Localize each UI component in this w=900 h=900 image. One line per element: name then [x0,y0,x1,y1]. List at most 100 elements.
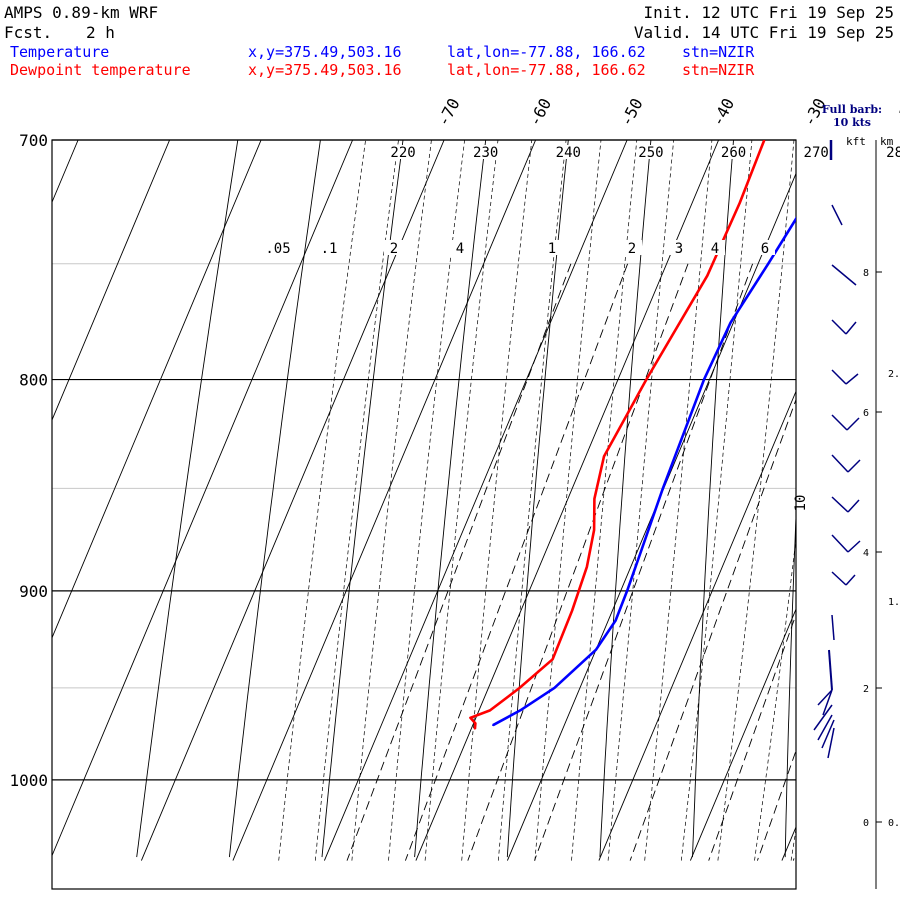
mixing-ratio-label-bg [319,240,339,255]
kft-label: 6 [863,408,869,419]
km-label: 0. [888,818,900,829]
wind-barb [817,689,833,706]
moist-adiabat [717,140,795,861]
moist-adiabat [534,140,602,861]
mixing-ratio-line [404,263,629,861]
temperature-tick-label: -20 [891,95,900,129]
mixing-ratio-line [846,264,900,861]
profile-point [763,140,766,141]
wind-barb [831,319,847,335]
profile-point [551,658,554,661]
mixing-ratio-label-bg [384,240,404,255]
mixing-ratio-line [756,749,796,861]
pressure-label: 900 [19,582,48,601]
legend-dewpoint-latlon: lat,lon=-77.88, 166.62 [447,61,646,79]
profile-line [469,140,766,730]
isotherm [52,140,262,639]
moist-adiabat [461,140,533,861]
wind-barb [831,534,849,553]
dry-adiabat [228,140,321,858]
mixing-ratio-label-bg [268,240,288,255]
profile-point [489,709,491,712]
dry-adiabat [878,140,899,857]
theta-label-bg [389,145,418,159]
profile-point [593,529,595,531]
legend-dewpoint-name: Dewpoint temperature [10,61,191,79]
profile-point [738,202,741,204]
moist-adiabat [864,140,900,861]
wind-barb [847,540,861,553]
legend-temperature-latlon: lat,lon=-77.88, 166.62 [447,43,646,61]
theta-label: 260 [721,145,746,161]
wind-barb [827,727,835,759]
mixing-ratio-label: 3 [675,241,683,257]
mixing-ratio-label-bg [622,240,642,255]
wind-barb [831,496,849,513]
kft-header: kft [846,135,866,148]
kft-label: 0 [863,818,869,829]
profile-point [603,455,605,458]
isotherm [323,140,628,861]
temperature-tick-label: -50 [616,95,646,129]
pressure-label: 800 [19,371,48,390]
init-time: Init. 12 UTC Fri 19 Sep 25 [643,3,894,22]
mixing-ratio-label: 1 [548,241,556,257]
wind-barb [831,369,847,385]
background-lines [52,140,900,861]
isotherm [52,140,79,204]
mixing-ratio-label-bg [542,240,562,255]
theta-label: 250 [638,145,663,161]
moist-adiabat-label: 10 [793,495,809,512]
profile-point [474,722,477,725]
kft-label: 8 [863,268,869,279]
profile-point [729,321,732,324]
wind-barb [831,614,835,641]
wind-barb [847,459,861,473]
theta-label: 280 [886,145,900,161]
dry-adiabat [692,140,734,858]
profile-series [469,140,796,730]
dry-adiabat [599,140,652,858]
theta-label-bg [719,145,748,159]
mixing-ratio-label: .1 [321,241,338,257]
profile-point [586,566,588,568]
mixing-ratio-line [467,263,689,861]
theta-label-bg [636,145,665,159]
profile-point [519,709,521,712]
dry-adiabat [414,140,487,858]
theta-label: 240 [556,145,581,161]
isotherm [689,608,796,861]
profile-point [553,687,556,689]
temperature-tick-label: -70 [433,95,463,129]
dry-adiabat [784,508,796,858]
profile-point [640,549,643,552]
km-label: 1. [888,597,900,608]
km-label: 2. [888,369,900,380]
mixing-ratio-line [534,263,754,861]
profile-point [626,590,628,592]
mixing-ratio-label: .05 [265,241,290,257]
isotherm [415,140,720,861]
mixing-ratio-line [629,398,796,861]
theta-label-bg [802,145,831,159]
kft-label: 2 [863,684,869,695]
theta-label-bg [471,145,500,159]
wind-barb [831,414,848,431]
moist-adiabat [571,140,638,861]
moist-adiabat [351,140,432,861]
mixing-ratio-label-bg [755,240,775,255]
wind-barb [813,704,833,731]
wind-barb [831,204,843,226]
profile-line [492,216,796,727]
mixing-ratio-line [884,264,900,861]
mixing-ratio-label-bg [450,240,470,255]
profile-point [469,717,472,719]
isotherm [232,140,537,861]
wind-barb [847,499,860,513]
moist-adiabat [680,140,753,861]
mixing-ratio-label-bg [705,240,725,255]
profile-point [518,687,521,689]
barb-legend-line2: 10 kts [833,116,871,129]
